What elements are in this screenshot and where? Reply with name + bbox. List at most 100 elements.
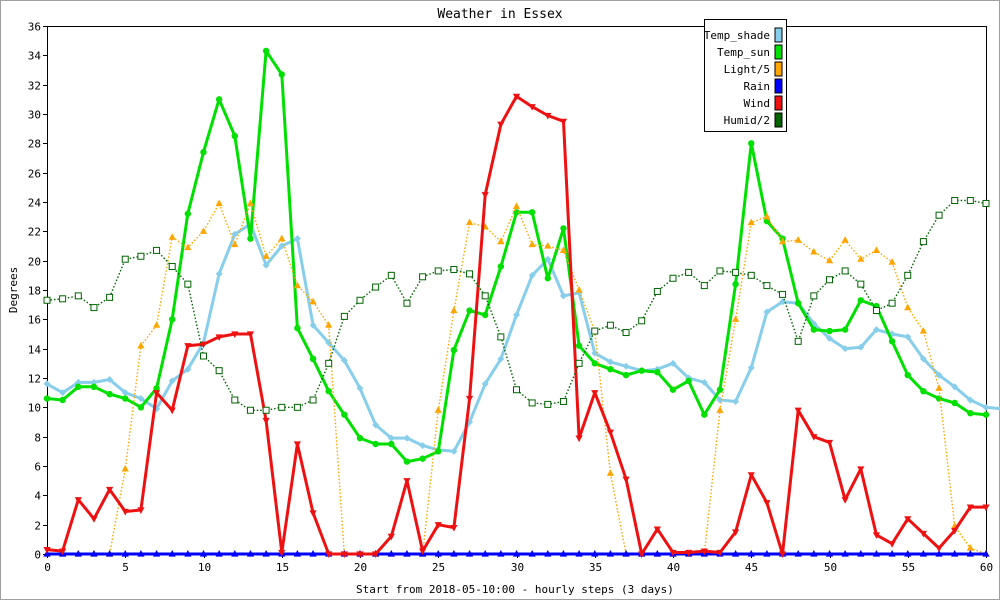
temp-sun-point	[435, 448, 441, 454]
humid-2-point	[373, 284, 379, 290]
temp-sun-point	[75, 384, 81, 390]
humid-2-point	[670, 275, 676, 281]
legend-swatch-rain	[775, 79, 782, 93]
humid-2-point	[451, 266, 457, 272]
humid-2-point	[294, 404, 300, 410]
temp-sun-point	[607, 366, 613, 372]
temp-sun-point	[623, 372, 629, 378]
legend-label-temp-sun: Temp_sun	[717, 46, 770, 59]
temp-sun-point	[372, 441, 378, 447]
humid-2-point	[498, 334, 504, 340]
humid-2-point	[44, 297, 50, 303]
chart-title: Weather in Essex	[437, 7, 562, 22]
temp-sun-point	[419, 455, 425, 461]
temp-sun-point	[529, 209, 535, 215]
x-tick-label: 35	[589, 561, 602, 574]
temp-sun-point	[122, 395, 128, 401]
temp-sun-point	[482, 312, 488, 318]
humid-2-point	[545, 401, 551, 407]
humid-2-point	[529, 400, 535, 406]
humid-2-point	[576, 360, 582, 366]
temp-sun-point	[545, 275, 551, 281]
y-tick-label: 12	[28, 373, 41, 386]
humid-2-point	[279, 404, 285, 410]
y-tick-label: 8	[34, 432, 41, 445]
humid-2-point	[420, 274, 426, 280]
x-tick-label: 45	[745, 561, 758, 574]
humid-2-point	[467, 271, 473, 277]
temp-sun-point	[920, 388, 926, 394]
humid-2-point	[889, 300, 895, 306]
humid-2-point	[247, 407, 253, 413]
temp-sun-point	[466, 307, 472, 313]
temp-sun-point	[858, 297, 864, 303]
plot-area	[48, 27, 987, 555]
humid-2-point	[623, 330, 629, 336]
temp-sun-point	[216, 96, 222, 102]
legend-label-light-5: Light/5	[724, 63, 770, 76]
temp-sun-point	[388, 441, 394, 447]
temp-sun-point	[91, 384, 97, 390]
x-tick-label: 20	[354, 561, 367, 574]
y-tick-label: 22	[28, 226, 41, 239]
temp-sun-point	[576, 343, 582, 349]
temp-sun-point	[811, 326, 817, 332]
y-tick-label: 32	[28, 80, 41, 93]
legend-label-humid-2: Humid/2	[724, 114, 770, 127]
humid-2-point	[733, 269, 739, 275]
temp-sun-point	[279, 71, 285, 77]
humid-2-point	[326, 360, 332, 366]
temp-sun-point	[717, 387, 723, 393]
y-tick-label: 4	[34, 490, 41, 503]
y-axis-title: Degrees	[7, 267, 20, 313]
legend-swatch-wind	[775, 96, 782, 110]
y-tick-label: 26	[28, 168, 41, 181]
temp-sun-point	[185, 211, 191, 217]
humid-2-point	[717, 268, 723, 274]
temp-sun-point	[654, 369, 660, 375]
temp-sun-point	[905, 372, 911, 378]
y-tick-label: 28	[28, 138, 41, 151]
temp-sun-point	[592, 360, 598, 366]
x-tick-label: 30	[511, 561, 524, 574]
humid-2-point	[639, 318, 645, 324]
humid-2-point	[341, 313, 347, 319]
temp-sun-point	[59, 397, 65, 403]
temp-sun-point	[560, 225, 566, 231]
temp-sun-point	[936, 395, 942, 401]
temp-sun-point	[404, 458, 410, 464]
humid-2-point	[920, 239, 926, 245]
humid-2-point	[905, 272, 911, 278]
temp-sun-point	[826, 328, 832, 334]
legend-label-rain: Rain	[744, 80, 771, 93]
humid-2-point	[514, 387, 520, 393]
y-tick-label: 36	[28, 21, 41, 34]
humid-2-point	[138, 253, 144, 259]
temp-sun-point	[294, 325, 300, 331]
humid-2-point	[122, 256, 128, 262]
humid-2-point	[169, 264, 175, 270]
temp-sun-point	[263, 48, 269, 54]
temp-sun-point	[341, 411, 347, 417]
legend-swatch-temp-shade	[775, 28, 782, 42]
x-tick-label: 50	[824, 561, 837, 574]
y-tick-label: 6	[34, 461, 41, 474]
y-tick-label: 18	[28, 285, 41, 298]
temp-sun-point	[748, 140, 754, 146]
x-tick-label: 5	[122, 561, 129, 574]
legend-label-wind: Wind	[744, 97, 771, 110]
temp-sun-point	[952, 400, 958, 406]
x-tick-label: 40	[667, 561, 680, 574]
y-tick-label: 24	[28, 197, 42, 210]
humid-2-point	[983, 200, 989, 206]
y-tick-label: 20	[28, 256, 41, 269]
x-tick-label: 0	[44, 561, 51, 574]
y-tick-label: 0	[34, 549, 41, 562]
temp-sun-point	[44, 395, 50, 401]
x-axis-title: Start from 2018-05-10:00 - hourly steps …	[356, 583, 674, 596]
humid-2-point	[858, 281, 864, 287]
legend-label-temp-shade: Temp_shade	[704, 29, 770, 42]
humid-2-point	[154, 247, 160, 253]
temp-sun-point	[842, 326, 848, 332]
temp-sun-point	[138, 404, 144, 410]
